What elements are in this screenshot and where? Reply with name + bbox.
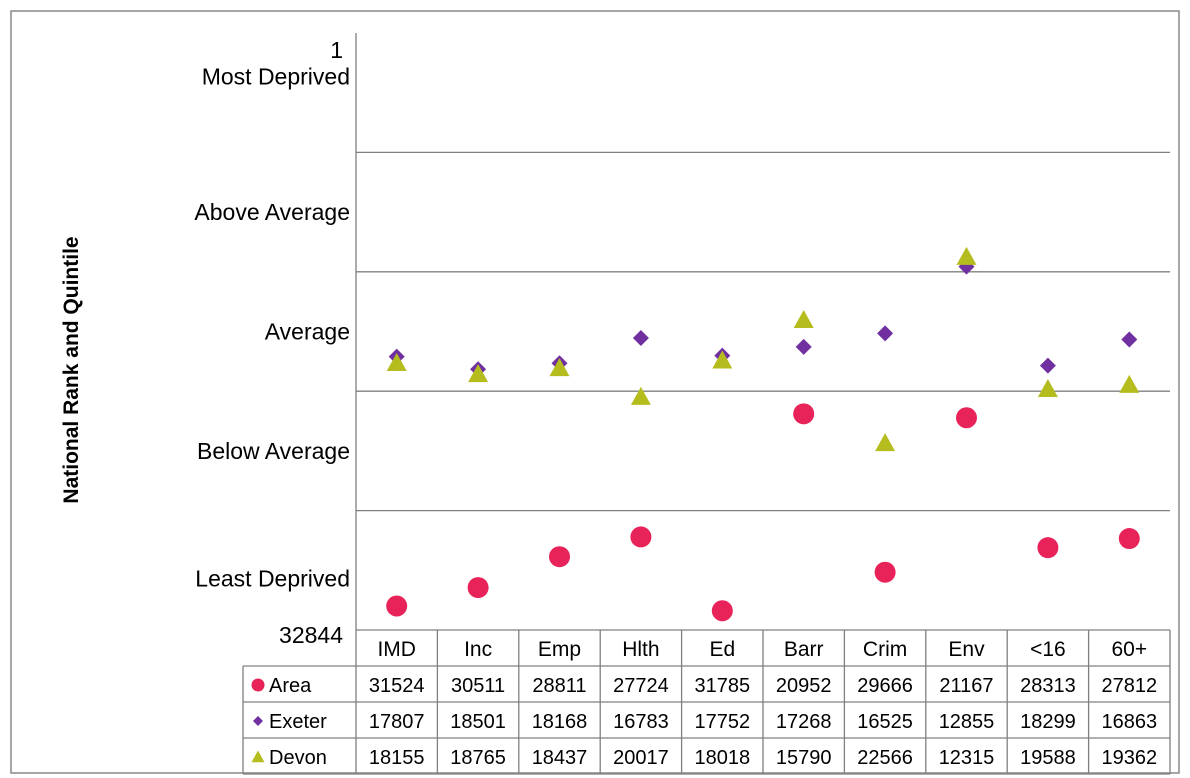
- category-label: 60+: [1111, 638, 1147, 661]
- legend-series-name: Exeter: [269, 711, 327, 733]
- data-point-area: [1037, 537, 1059, 559]
- data-point-exeter: [795, 338, 812, 355]
- table-cell-value: 30511: [451, 675, 505, 697]
- table-cell-value: 18501: [450, 711, 506, 733]
- quintile-band-labels: Most Deprived Above Average Average Below A…: [194, 64, 350, 592]
- category-label: Ed: [709, 638, 735, 661]
- table-cell-value: 20017: [613, 747, 669, 769]
- data-point-exeter: [1039, 357, 1056, 374]
- data-point-devon: [793, 310, 814, 329]
- table-cell-value: 20952: [776, 675, 832, 697]
- table-cell-value: 19362: [1101, 747, 1157, 769]
- table-cell-value: 18155: [369, 747, 425, 769]
- category-label: Env: [948, 638, 985, 661]
- table-cell-value: 17807: [369, 711, 425, 733]
- table-cell-value: 18299: [1020, 711, 1076, 733]
- y-axis-title: National Rank and Quintile: [60, 236, 83, 503]
- data-point-devon: [1037, 379, 1058, 398]
- data-point-exeter: [877, 325, 894, 342]
- quintile-band-label: Average: [265, 319, 350, 345]
- y-axis-top-label: 1: [330, 37, 343, 63]
- category-label: Inc: [464, 638, 492, 661]
- table-cell-value: 16863: [1101, 711, 1157, 733]
- table-cell-value: 18018: [694, 747, 750, 769]
- data-point-devon: [386, 352, 407, 371]
- data-point-devon: [956, 246, 977, 265]
- chart-border: [10, 10, 1180, 774]
- legend-marker-exeter: [253, 716, 263, 726]
- data-point-devon: [712, 350, 733, 369]
- table-cell-value: 22566: [857, 747, 913, 769]
- table-cell-value: 27724: [613, 675, 669, 697]
- table-cell-value: 28313: [1020, 675, 1076, 697]
- table-cell-value: 17752: [694, 711, 750, 733]
- y-axis-bottom-label: 32844: [279, 622, 343, 648]
- table-cell-value: 18168: [532, 711, 588, 733]
- table-cell-value: 12855: [939, 711, 995, 733]
- legend-series-name: Area: [269, 675, 312, 697]
- category-label: <16: [1030, 638, 1066, 661]
- data-table: IMD Inc Emp Hlth Ed Barr Crim Env <16 60+ Area 3152…: [242, 629, 1171, 775]
- data-point-area: [549, 546, 570, 568]
- quintile-band-label: Least Deprived: [195, 565, 350, 591]
- table-cell-value: 17268: [776, 711, 832, 733]
- table-cell-value: 29666: [857, 675, 913, 697]
- quintile-band-label: Above Average: [194, 199, 350, 225]
- category-label: IMD: [377, 638, 416, 661]
- data-point-area: [793, 403, 815, 425]
- data-point-area: [630, 526, 652, 548]
- legend-series-name: Devon: [269, 747, 327, 769]
- data-point-devon: [630, 386, 651, 405]
- category-label: Barr: [784, 638, 824, 661]
- data-point-area: [711, 600, 733, 622]
- data-point-devon: [468, 364, 489, 383]
- legend-marker-area: [251, 678, 265, 692]
- table-cell-value: 16783: [613, 711, 669, 733]
- grid-lines: [356, 151, 1170, 512]
- data-point-area: [467, 577, 489, 599]
- data-point-area: [956, 407, 977, 429]
- table-cell-value: 21167: [939, 675, 993, 697]
- data-point-exeter: [1121, 331, 1138, 348]
- table-cell-value: 18437: [532, 747, 588, 769]
- data-point-area: [874, 561, 896, 583]
- table-cell-value: 12315: [939, 747, 995, 769]
- quintile-band-label: Below Average: [197, 438, 350, 464]
- data-point-devon: [549, 358, 570, 377]
- table-cell-value: 31524: [369, 675, 425, 697]
- table-cell-value: 18765: [450, 747, 506, 769]
- category-label: Crim: [863, 638, 907, 661]
- table-cell-value: 27812: [1101, 675, 1157, 697]
- data-point-area: [1118, 528, 1140, 550]
- category-label: Hlth: [622, 638, 659, 661]
- data-point-devon: [1119, 374, 1140, 393]
- quintile-band-label: Most Deprived: [202, 64, 350, 90]
- data-point-exeter: [632, 330, 649, 347]
- data-point-devon: [875, 433, 896, 452]
- table-cell-value: 16525: [857, 711, 913, 733]
- data-marks: [386, 246, 1140, 622]
- table-cell-value: 31785: [694, 675, 750, 697]
- category-label: Emp: [538, 638, 581, 661]
- table-cell-value: 19588: [1020, 747, 1076, 769]
- legend-marker-devon: [251, 750, 265, 763]
- table-cell-value: 15790: [776, 747, 832, 769]
- data-point-area: [386, 595, 408, 617]
- table-cell-value: 28811: [532, 675, 586, 697]
